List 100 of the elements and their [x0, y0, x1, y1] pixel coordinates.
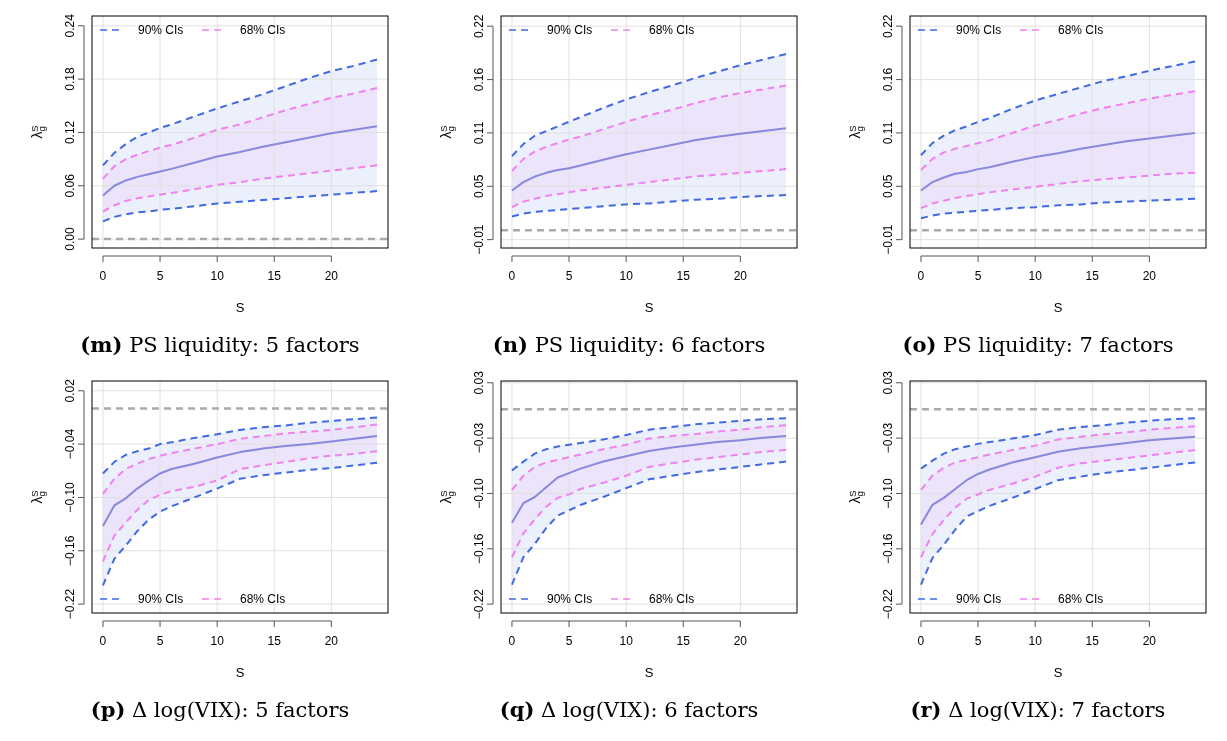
x-axis-title: S: [1053, 300, 1063, 315]
y-tick-label: 0.00: [63, 227, 77, 251]
x-axis-title: S: [235, 300, 245, 315]
line-series: [101, 450, 379, 563]
y-tick-label: −0.16: [472, 533, 486, 564]
x-tick-label: 15: [676, 269, 691, 283]
text: (p) Δ log(VIX): 5 factors: [90, 697, 350, 722]
legend-label: 90% CIs: [956, 23, 1002, 37]
x-tick-label: 5: [156, 269, 164, 283]
x-tick-label: 10: [619, 634, 634, 648]
legend-label: 68% CIs: [1058, 23, 1104, 37]
y-tick-label: 0.22: [472, 14, 486, 38]
x-axis-title: S: [644, 300, 654, 315]
legend-label: 68% CIs: [240, 23, 286, 37]
line-series: [919, 449, 1197, 559]
y-tick-label: 0.06: [63, 173, 77, 198]
y-tick-label: 0.03: [472, 370, 486, 395]
y-tick-label: 0.18: [63, 67, 77, 91]
line-series: [510, 127, 788, 192]
y-tick-label: −0.22: [63, 588, 77, 620]
legend-label: 68% CIs: [1058, 592, 1104, 606]
line-series: [101, 461, 379, 587]
y-tick-label: 0.11: [472, 121, 486, 145]
x-tick-label: 10: [1028, 634, 1043, 648]
y-tick-label: −0.03: [881, 422, 895, 454]
legend-label: 68% CIs: [649, 23, 695, 37]
y-tick-label: −0.22: [472, 588, 486, 620]
x-axis-title: S: [644, 665, 654, 680]
line-series: [919, 197, 1197, 220]
y-tick-label: 0.16: [472, 67, 486, 92]
text: (n) PS liquidity: 6 factors: [492, 332, 766, 357]
x-tick-label: 20: [324, 634, 339, 648]
y-tick-label: 0.03: [881, 370, 895, 395]
x-tick-label: 20: [733, 634, 748, 648]
line-series: [919, 171, 1197, 210]
y-tick-label: −0.01: [472, 224, 486, 255]
text: (o) PS liquidity: 7 factors: [902, 332, 1174, 357]
y-tick-label: 0.24: [63, 13, 77, 38]
line-series: [510, 460, 788, 586]
line-series: [510, 424, 788, 491]
x-tick-label: 20: [1142, 634, 1157, 648]
x-tick-label: 10: [210, 634, 225, 648]
line-series: [919, 60, 1197, 157]
legend-label: 68% CIs: [649, 592, 695, 606]
y-tick-label: −0.10: [881, 477, 895, 509]
legend-label: 90% CIs: [547, 23, 593, 37]
y-tick-label: 0.02: [63, 378, 77, 403]
line-series: [510, 168, 788, 209]
y-tick-label: 0.05: [472, 174, 486, 198]
line-series: [919, 435, 1197, 526]
x-tick-label: 10: [210, 269, 225, 283]
y-tick-label: 0.12: [63, 120, 77, 145]
x-tick-label: 5: [974, 269, 982, 283]
line-series: [101, 87, 379, 180]
x-axis-title: S: [1053, 665, 1063, 680]
legend-label: 90% CIs: [956, 592, 1002, 606]
line-series: [919, 90, 1197, 172]
line-series: [510, 449, 788, 559]
x-tick-label: 20: [324, 269, 339, 283]
x-tick-label: 0: [99, 634, 107, 648]
x-tick-label: 20: [733, 269, 748, 283]
x-tick-label: 5: [565, 634, 573, 648]
line-series: [919, 131, 1197, 192]
y-tick-label: −0.03: [472, 422, 486, 454]
line-series: [101, 423, 379, 495]
line-series: [510, 194, 788, 218]
x-tick-label: 5: [974, 634, 982, 648]
x-tick-label: 0: [917, 634, 925, 648]
x-axis-title: S: [235, 665, 245, 680]
line-series: [919, 461, 1197, 586]
line-series: [510, 434, 788, 524]
y-tick-label: −0.16: [63, 535, 77, 566]
y-tick-label: −0.16: [881, 533, 895, 564]
legend-label: 90% CIs: [547, 592, 593, 606]
y-tick-label: −0.10: [472, 477, 486, 509]
text: (q) Δ log(VIX): 6 factors: [499, 697, 759, 722]
x-tick-label: 20: [1142, 269, 1157, 283]
text: (m) PS liquidity: 5 factors: [80, 332, 360, 357]
line-series: [919, 425, 1197, 491]
line-series: [919, 417, 1197, 470]
y-tick-label: −0.04: [63, 428, 77, 460]
x-tick-label: 5: [156, 634, 164, 648]
line-series: [101, 125, 379, 197]
line-series: [510, 53, 788, 158]
legend-label: 90% CIs: [138, 23, 184, 37]
line-series: [101, 164, 379, 213]
line-series: [510, 84, 788, 172]
x-tick-label: 0: [508, 269, 516, 283]
x-tick-label: 15: [1085, 269, 1100, 283]
y-tick-label: −0.22: [881, 588, 895, 620]
x-tick-label: 10: [619, 269, 634, 283]
x-tick-label: 15: [1085, 634, 1100, 648]
y-tick-label: −0.01: [881, 224, 895, 255]
line-series: [101, 435, 379, 527]
y-tick-label: −0.10: [63, 481, 77, 513]
line-series: [101, 416, 379, 475]
y-tick-label: 0.22: [881, 14, 895, 38]
line-series: [101, 58, 379, 167]
text: (r) Δ log(VIX): 7 factors: [910, 697, 1166, 722]
y-tick-label: 0.11: [881, 121, 895, 145]
